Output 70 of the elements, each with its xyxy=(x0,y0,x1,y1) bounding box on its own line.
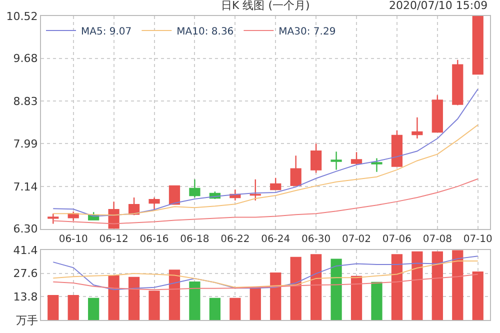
legend-label: MA5: 9.07 xyxy=(81,26,132,38)
line-series xyxy=(52,178,478,224)
line-series xyxy=(52,274,478,290)
bar xyxy=(330,258,342,320)
bar xyxy=(391,254,403,320)
y-tick-label: 41.4 xyxy=(13,244,38,257)
x-tick-label: 07-06 xyxy=(382,234,412,245)
y-tick-label: 9.68 xyxy=(13,52,38,66)
bar xyxy=(350,276,362,320)
x-tick-label: 06-22 xyxy=(220,234,250,245)
bar xyxy=(209,298,220,320)
candlestick xyxy=(250,178,261,202)
text: 2020/07/10 15:09 xyxy=(389,0,488,12)
bar xyxy=(290,256,302,320)
line-series xyxy=(52,256,478,290)
line-series xyxy=(52,88,478,217)
x-tick-label: 06-16 xyxy=(140,234,169,245)
x-tick-label: 06-10 xyxy=(58,234,88,245)
candlestick xyxy=(148,196,160,212)
candlestick xyxy=(270,177,282,191)
line-series xyxy=(52,260,478,288)
candlestick xyxy=(48,213,59,224)
candlestick xyxy=(350,152,362,166)
bar xyxy=(432,251,443,320)
y-tick-label: 8.83 xyxy=(13,95,38,108)
x-tick-label: 06-18 xyxy=(180,234,210,245)
bar xyxy=(230,298,241,320)
y-tick-label: 6.30 xyxy=(13,222,38,236)
bar xyxy=(168,270,180,320)
candlestick xyxy=(432,94,443,134)
candlestick xyxy=(472,16,484,75)
bar xyxy=(371,282,382,320)
candlestick xyxy=(290,155,302,187)
bar xyxy=(472,272,484,320)
candlestick xyxy=(452,59,464,106)
chart-title: 日K 线图 (一个月) xyxy=(221,0,310,12)
bar xyxy=(108,275,120,320)
line-series xyxy=(52,124,478,216)
candlestick xyxy=(189,178,200,198)
bar xyxy=(88,298,100,320)
x-tick-label: 07-10 xyxy=(463,234,492,245)
candlestick xyxy=(330,151,342,170)
bar xyxy=(68,295,79,320)
bar xyxy=(250,288,261,320)
candlestick xyxy=(128,196,140,216)
bar xyxy=(48,295,59,320)
bar xyxy=(270,272,282,320)
legend-label: MA10: 8.36 xyxy=(176,26,234,38)
x-tick-label: 06-12 xyxy=(99,234,128,245)
y-tick-label: 7.99 xyxy=(13,137,38,150)
y-tick-label: 10.52 xyxy=(6,10,38,23)
bar xyxy=(452,250,464,320)
legend-label: MA30: 7.29 xyxy=(278,26,336,38)
y-tick-label: 7.14 xyxy=(13,180,38,194)
y-tick-label: 13.8 xyxy=(13,290,38,304)
x-tick-label: 06-24 xyxy=(261,234,290,245)
y-tick-label: 万手 xyxy=(16,314,38,327)
bar xyxy=(310,254,322,320)
bar xyxy=(148,290,160,320)
x-tick-label: 06-30 xyxy=(302,234,331,245)
candlestick xyxy=(168,184,180,206)
bar xyxy=(128,276,140,320)
bar xyxy=(412,251,423,320)
candlestick xyxy=(310,142,322,174)
candlestick xyxy=(412,116,423,140)
bar xyxy=(189,281,200,320)
x-tick-label: 07-08 xyxy=(422,234,452,245)
y-tick-label: 27.6 xyxy=(13,267,38,280)
x-tick-label: 07-02 xyxy=(342,234,372,245)
candlestick xyxy=(391,130,403,168)
